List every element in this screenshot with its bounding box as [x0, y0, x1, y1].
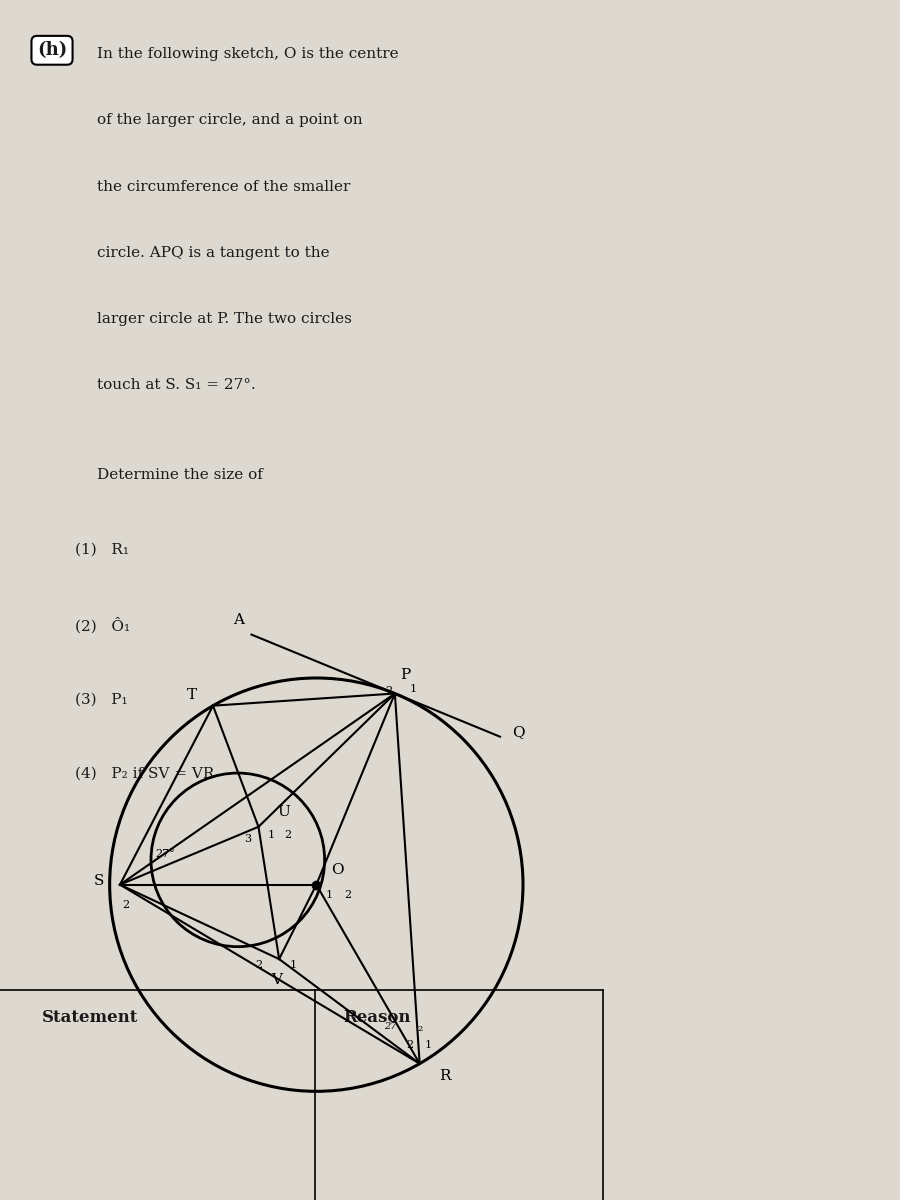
Text: circle. APQ is a tangent to the: circle. APQ is a tangent to the — [97, 246, 330, 259]
Text: U: U — [277, 805, 290, 820]
Text: Reason: Reason — [344, 1009, 411, 1026]
Text: 2: 2 — [284, 830, 291, 840]
Text: 2: 2 — [417, 1025, 422, 1032]
Text: 2: 2 — [255, 960, 262, 971]
Text: of the larger circle, and a point on: of the larger circle, and a point on — [97, 113, 363, 127]
Text: 1: 1 — [410, 684, 417, 695]
Text: 27°: 27° — [156, 848, 176, 859]
Text: (4)   P₂ if SV = VR: (4) P₂ if SV = VR — [75, 767, 214, 781]
Text: 2: 2 — [385, 686, 392, 696]
Text: 2: 2 — [122, 900, 130, 911]
Text: 2: 2 — [406, 1040, 413, 1050]
Text: 1: 1 — [290, 960, 297, 971]
Text: T: T — [187, 689, 197, 702]
Text: 27: 27 — [384, 1022, 397, 1031]
Text: A: A — [234, 613, 245, 628]
Text: 3: 3 — [245, 834, 252, 845]
Text: the circumference of the smaller: the circumference of the smaller — [97, 180, 351, 193]
Text: R: R — [438, 1069, 450, 1084]
Text: S: S — [94, 874, 104, 888]
Text: 2: 2 — [344, 890, 351, 900]
Text: Q: Q — [512, 726, 525, 739]
Text: V: V — [272, 973, 283, 986]
Text: (2)   Ô₁: (2) Ô₁ — [75, 617, 130, 634]
Text: P: P — [400, 668, 410, 682]
Text: (3)   P₁: (3) P₁ — [75, 692, 127, 706]
Text: Statement: Statement — [42, 1009, 139, 1026]
Text: larger circle at P. The two circles: larger circle at P. The two circles — [97, 312, 352, 326]
Text: Determine the size of: Determine the size of — [97, 468, 264, 481]
Text: (1)   R₁: (1) R₁ — [75, 542, 129, 557]
Text: (h): (h) — [37, 41, 68, 59]
Text: touch at S. S₁ = 27°.: touch at S. S₁ = 27°. — [97, 378, 256, 392]
Text: 1: 1 — [325, 890, 332, 900]
Text: O: O — [330, 863, 343, 877]
Text: 1: 1 — [267, 830, 274, 840]
Text: 1: 1 — [425, 1040, 431, 1050]
Text: In the following sketch, O is the centre: In the following sketch, O is the centre — [97, 47, 399, 61]
